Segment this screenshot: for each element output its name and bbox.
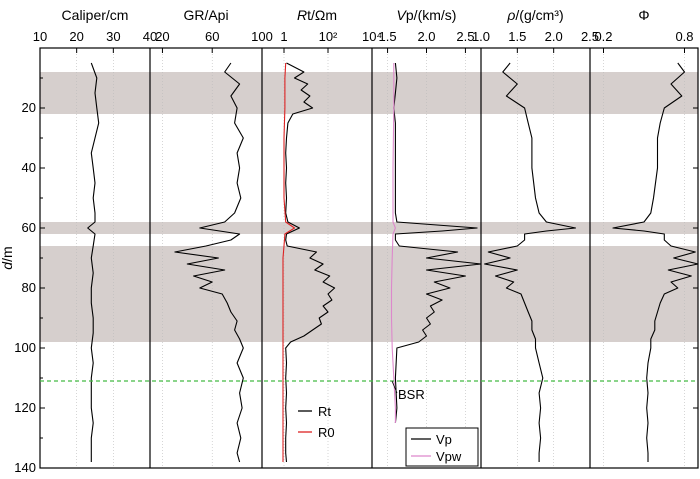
panel-caliper-tick-label: 40 bbox=[143, 29, 157, 44]
panel-gr-title-part: GR/Api bbox=[183, 7, 228, 23]
panel-rt-tick-label: 10² bbox=[319, 29, 338, 44]
panel-vp-series-vp bbox=[393, 62, 482, 424]
panel-rho-title: ρ/(g/cm³) bbox=[506, 7, 563, 23]
panel-rho-tick-label: 2.5 bbox=[581, 29, 599, 44]
panel-vp-title: Vp/(km/s) bbox=[397, 7, 457, 23]
panel-caliper-title-part: Caliper/cm bbox=[62, 7, 129, 23]
panel-phi-tick-label: 0.8 bbox=[675, 29, 693, 44]
panel-vp-tick-label: 1.5 bbox=[379, 29, 397, 44]
depth-tick-label: 20 bbox=[22, 100, 36, 115]
panel-rt-title-part: R bbox=[297, 7, 307, 23]
panel-caliper: 10 20 30 40 Caliper/cm bbox=[33, 7, 157, 468]
panel-gr-tick-label: 20 bbox=[155, 29, 169, 44]
panel-phi: 0.2 0.8 Φ bbox=[594, 7, 699, 468]
panel-phi-title: Φ bbox=[638, 7, 649, 23]
panel-rt-title: Rt/Ωm bbox=[297, 7, 337, 23]
plot-frame bbox=[39, 47, 699, 469]
panel-rt-series-r0 bbox=[282, 62, 296, 462]
bsr-label: BSR bbox=[398, 387, 425, 402]
depth-axis-label: d/m bbox=[0, 246, 15, 269]
bsr-pointer bbox=[391, 380, 398, 394]
panel-rho-tick-label: 1.5 bbox=[508, 29, 526, 44]
shaded-interval-0 bbox=[40, 72, 698, 114]
shaded-interval-2 bbox=[40, 246, 698, 342]
panel-rho-tick-label: 2.0 bbox=[545, 29, 563, 44]
panel-vp-tick-label: 2.5 bbox=[456, 29, 474, 44]
panel-rt-series-rt bbox=[285, 62, 336, 463]
panel-rt-tick-label: 10⁴ bbox=[362, 29, 382, 44]
legend-rt-label-1: R0 bbox=[318, 425, 335, 440]
panel-rho-title-part: /(g/cm³) bbox=[515, 7, 563, 23]
panel-caliper-tick-label: 10 bbox=[33, 29, 47, 44]
panel-rt-title-part: t/Ωm bbox=[307, 7, 337, 23]
depth-axis-label-italic: d bbox=[0, 261, 15, 270]
panel-phi-title-part: Φ bbox=[638, 7, 649, 23]
depth-tick-label: 80 bbox=[22, 280, 36, 295]
panel-caliper-tick-label: 30 bbox=[106, 29, 120, 44]
panel-rho-series-0 bbox=[484, 62, 577, 462]
depth-axis-label-unit: /m bbox=[0, 246, 15, 262]
panel-caliper-series-0 bbox=[87, 62, 100, 462]
panel-rho-title-part: ρ bbox=[506, 7, 515, 23]
panel-phi-series-0 bbox=[612, 62, 699, 462]
panel-gr-tick-label: 60 bbox=[205, 29, 219, 44]
panel-gr-tick-label: 100 bbox=[251, 29, 273, 44]
panel-phi-tick-label: 0.2 bbox=[594, 29, 612, 44]
legend-rt-label-0: Rt bbox=[318, 404, 331, 419]
panel-vp-tick-label: 2.0 bbox=[417, 29, 435, 44]
legend-vp-box bbox=[405, 427, 479, 467]
depth-tick-label: 40 bbox=[22, 160, 36, 175]
panel-rho-tick-label: 1.0 bbox=[472, 29, 490, 44]
panel-vp-title-part: V bbox=[397, 7, 408, 23]
panel-vp-title-part: p/(km/s) bbox=[406, 7, 457, 23]
panel-rt: 1 10² 10⁴ Rt/Ωm bbox=[280, 7, 382, 468]
depth-tick-label: 100 bbox=[14, 340, 36, 355]
legend-vp-label-0: Vp bbox=[436, 432, 452, 447]
panel-gr-series-0 bbox=[174, 62, 244, 463]
panel-gr: 20 60 100 GR/Api bbox=[155, 7, 273, 468]
legend-vp-label-1: Vpw bbox=[436, 449, 462, 464]
shaded-interval-1 bbox=[40, 222, 698, 234]
panel-vp-series-vpw bbox=[390, 63, 396, 423]
panel-caliper-title: Caliper/cm bbox=[62, 7, 129, 23]
depth-tick-label: 120 bbox=[14, 400, 36, 415]
panel-caliper-tick-label: 20 bbox=[69, 29, 83, 44]
panel-rt-tick-label: 1 bbox=[280, 29, 287, 44]
panel-gr-title: GR/Api bbox=[183, 7, 228, 23]
depth-tick-label: 60 bbox=[22, 220, 36, 235]
depth-tick-label: 140 bbox=[14, 460, 36, 475]
